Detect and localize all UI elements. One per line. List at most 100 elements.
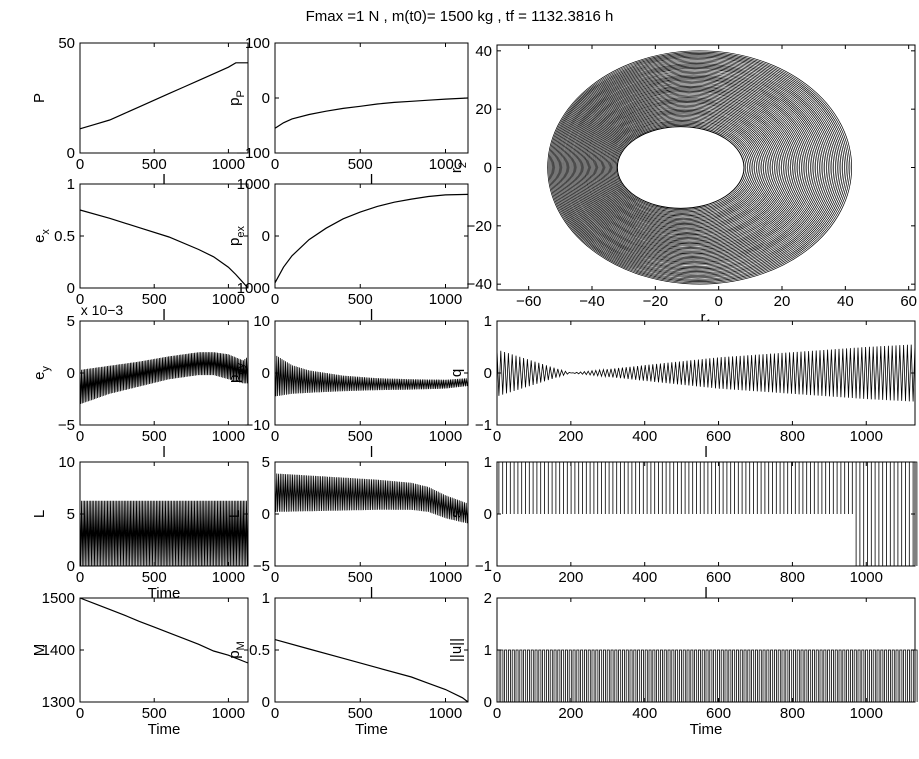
x-axis-label: l: [370, 307, 373, 324]
y-tick-label: 0: [484, 160, 492, 177]
y-tick-label: 1300: [42, 694, 75, 711]
data-layer: [547, 50, 853, 285]
y-axis-label: ex: [31, 229, 52, 243]
x-tick-label: 0: [271, 705, 279, 722]
orbit-ring: [607, 116, 759, 219]
y-tick-label: −1: [475, 558, 492, 575]
data-layer: [496, 344, 916, 402]
orbit-ring: [605, 113, 763, 222]
y-tick-label: 10: [253, 313, 270, 330]
orbit-ring: [603, 111, 766, 224]
axes-box: [274, 42, 469, 154]
y-tick-label: 5: [262, 454, 270, 471]
x-tick-label: 600: [706, 705, 731, 722]
x-tick-label: 20: [774, 293, 791, 310]
orbit-ring: [587, 94, 790, 241]
y-axis-label: pex: [226, 226, 247, 246]
orbit-ring: [610, 118, 756, 217]
series-line: [79, 209, 249, 289]
x-axis-label: l: [162, 307, 165, 324]
x-tick-label: 1000: [850, 428, 883, 445]
y-tick-label: −5: [58, 417, 75, 434]
orbit-ring: [548, 51, 851, 284]
axes-box: [79, 597, 249, 703]
x-tick-label: 1000: [429, 156, 462, 173]
x-tick-label: 0: [493, 569, 501, 586]
orbit-ring: [576, 82, 808, 253]
x-tick-label: 0: [271, 569, 279, 586]
orbit-ring: [594, 102, 779, 233]
axes-box: [496, 320, 916, 426]
y-tick-label: 0.5: [249, 642, 270, 659]
x-axis-label: l: [704, 444, 707, 461]
x-axis-label: l: [162, 172, 165, 189]
x-axis-label: Time: [690, 721, 723, 738]
series-oscillation: [274, 473, 469, 524]
y-tick-label: 1: [484, 313, 492, 330]
orbit-ring: [562, 66, 829, 269]
y-tick-label: 1: [67, 176, 75, 193]
data-layer: [79, 597, 249, 664]
y-tick-label: 10: [58, 454, 75, 471]
x-tick-label: 0: [493, 705, 501, 722]
y-axis-label: q: [448, 369, 465, 377]
x-tick-label: 500: [142, 428, 167, 445]
series-oscillation: [496, 344, 916, 402]
x-tick-label: 1000: [212, 569, 245, 586]
series-oscillation: [79, 500, 249, 567]
x-tick-label: 800: [780, 428, 805, 445]
x-tick-label: 1000: [212, 428, 245, 445]
y-tick-label: −1: [475, 417, 492, 434]
orbit-ring: [577, 83, 806, 252]
x-axis-label: Time: [355, 721, 388, 738]
y-tick-label: 0: [262, 365, 270, 382]
data-layer: [79, 62, 248, 130]
x-tick-label: 1000: [212, 705, 245, 722]
y-tick-label: 5: [67, 313, 75, 330]
y-tick-label: 1: [484, 454, 492, 471]
axes-box: [496, 461, 916, 567]
orbit-ring: [599, 107, 772, 228]
axes-box: [274, 597, 469, 703]
y-tick-label: 1: [484, 642, 492, 659]
x-tick-label: 1000: [429, 569, 462, 586]
orbit-ring: [593, 101, 781, 234]
series-oscillation: [79, 352, 249, 404]
x-tick-label: 1000: [429, 428, 462, 445]
y-tick-label: 0: [484, 694, 492, 711]
y-tick-label: −5: [253, 558, 270, 575]
y-tick-label: 0: [262, 90, 270, 107]
y-axis-label: s: [448, 510, 465, 518]
x-axis-label: l: [162, 444, 165, 461]
orbit-ring: [585, 92, 793, 243]
series-oscillation: [274, 354, 469, 397]
orbit-ring: [571, 77, 815, 258]
y-axis-label: pP: [226, 90, 247, 106]
data-layer: [79, 209, 249, 289]
y-tick-label: −20: [467, 218, 492, 235]
series-line: [274, 193, 469, 284]
axes-box: [274, 183, 469, 289]
orbit-hole: [616, 126, 745, 209]
x-tick-label: 500: [348, 291, 373, 308]
x-tick-label: 400: [632, 569, 657, 586]
y-tick-label: −40: [467, 276, 492, 293]
orbit-ring: [554, 58, 842, 277]
x-tick-label: 1000: [850, 569, 883, 586]
x-tick-label: 1000: [212, 291, 245, 308]
y-tick-label: 5: [67, 506, 75, 523]
x-tick-label: 400: [632, 705, 657, 722]
orbit-ring: [582, 88, 799, 247]
data-layer: [274, 639, 469, 703]
y-tick-label: 0: [262, 694, 270, 711]
x-tick-label: 500: [142, 291, 167, 308]
